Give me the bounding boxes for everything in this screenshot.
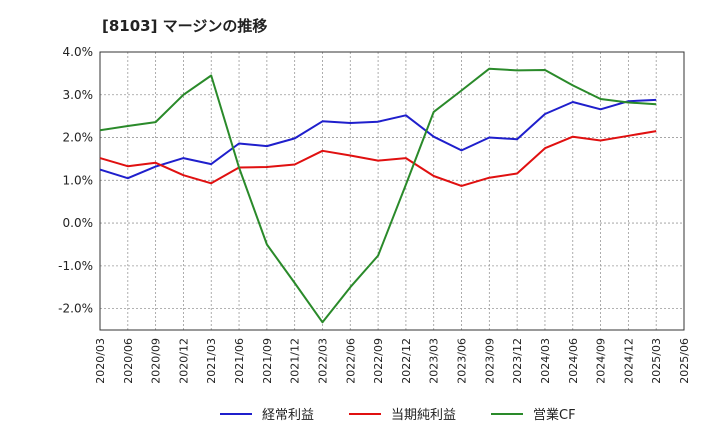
y-tick-label: 3.0% <box>63 88 94 102</box>
x-tick-label: 2023/06 <box>456 338 469 384</box>
series-line-3 <box>99 67 657 324</box>
legend-label: 経常利益 <box>262 408 314 423</box>
y-tick-label: 0.0% <box>63 216 94 230</box>
y-tick-label: -1.0% <box>58 259 93 273</box>
x-tick-label: 2022/06 <box>344 338 357 384</box>
x-tick-label: 2024/03 <box>539 338 552 384</box>
y-tick-label: -2.0% <box>58 302 93 316</box>
x-tick-label: 2022/03 <box>316 338 329 384</box>
x-tick-label: 2024/09 <box>595 338 608 384</box>
series-line-1 <box>99 98 657 180</box>
x-tick-label: 2021/03 <box>205 338 218 384</box>
series-lines <box>99 67 657 324</box>
x-tick-label: 2021/06 <box>233 338 246 384</box>
x-tick-label: 2024/06 <box>567 338 580 384</box>
x-tick-label: 2024/12 <box>622 338 635 384</box>
x-tick-label: 2020/06 <box>122 338 135 384</box>
legend: 経常利益 当期純利益 営業CF <box>220 407 576 423</box>
legend-label: 営業CF <box>533 407 576 423</box>
x-tick-label: 2023/03 <box>428 338 441 384</box>
chart-title: [8103] マージンの推移 <box>102 17 268 35</box>
series-line-2 <box>99 130 657 187</box>
legend-label: 当期純利益 <box>391 408 456 423</box>
x-tick-label: 2022/09 <box>372 338 385 384</box>
x-tick-label: 2025/03 <box>650 338 663 384</box>
x-tick-label: 2020/03 <box>94 338 107 384</box>
x-tick-label: 2023/09 <box>483 338 496 384</box>
grid <box>100 52 684 330</box>
y-tick-label: 4.0% <box>63 45 94 59</box>
x-tick-label: 2023/12 <box>511 338 524 384</box>
y-axis: 4.0% 3.0% 2.0% 1.0% 0.0% -1.0% -2.0% <box>58 45 93 316</box>
y-tick-label: 2.0% <box>63 131 94 145</box>
y-tick-label: 1.0% <box>63 173 94 187</box>
plot-frame <box>99 51 685 331</box>
x-tick-label: 2021/09 <box>261 338 274 384</box>
x-tick-label: 2020/09 <box>150 338 163 384</box>
x-tick-label: 2022/12 <box>400 338 413 384</box>
x-tick-label: 2020/12 <box>177 338 190 384</box>
x-tick-label: 2025/06 <box>678 338 691 384</box>
x-tick-label: 2021/12 <box>289 338 302 384</box>
x-axis: 2020/03 2020/06 2020/09 2020/12 2021/03 2021/… <box>94 338 691 384</box>
